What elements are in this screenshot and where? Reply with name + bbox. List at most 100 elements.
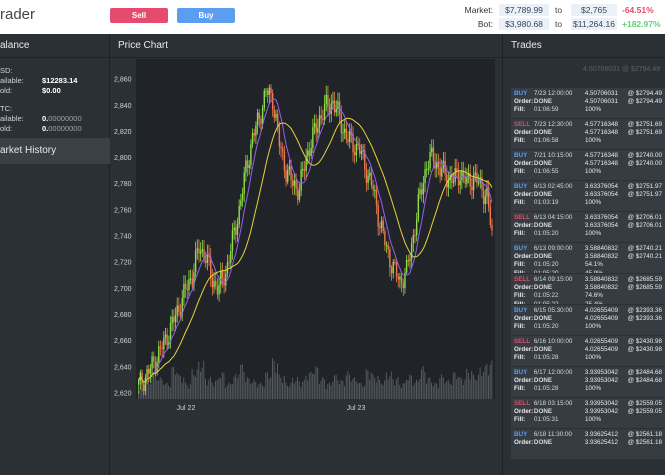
volume-bar (461, 378, 463, 399)
buy-button[interactable]: Buy (177, 8, 235, 23)
volume-bar (265, 372, 267, 399)
candle (456, 168, 458, 172)
order-status: DONE (533, 222, 553, 230)
volume-bar (146, 380, 148, 399)
trade-amount: 3.63376054 (584, 183, 619, 190)
volume-bar (424, 371, 426, 399)
candle (486, 187, 488, 197)
volume-bar (367, 371, 369, 399)
trade-card[interactable]: BUY 7/23 12:00:00 4.50706031 @ $2794.49 Orde… (511, 88, 665, 118)
volume-bar (395, 379, 397, 399)
order-status: DONE (533, 160, 553, 168)
volume-bar (215, 380, 217, 399)
candle (437, 162, 440, 167)
sell-button[interactable]: Sell (110, 8, 168, 23)
fill-label: Fill: (514, 230, 526, 238)
candle (447, 180, 450, 188)
trade-card[interactable]: BUY 6/17 12:00:00 3.93953042 @ $2484.68 Orde… (511, 367, 665, 397)
app-brand: rader (0, 6, 36, 23)
volume-bar (315, 366, 317, 399)
candle (268, 87, 271, 95)
candle (310, 148, 312, 156)
trade-card[interactable]: SELL 7/23 12:30:00 4.57716348 @ $2751.69 Ord… (511, 119, 665, 149)
trade-time: 6/18 11:30:00 (533, 431, 572, 438)
volume-bar (359, 383, 361, 399)
x-tick-label: Jul 22 (177, 405, 196, 412)
fill-time: 01:05:20 (534, 230, 559, 238)
volume-bar (283, 376, 285, 399)
trade-side: SELL (514, 214, 531, 221)
volume-bar (153, 371, 155, 399)
order-label: Order: (514, 129, 534, 137)
balance-panel: alance SD: ailable: $12283.14 old: $0.00 T… (0, 34, 110, 475)
candle (275, 114, 277, 118)
market-change-percent: -64.51% (622, 5, 654, 15)
volume-bar (246, 377, 248, 399)
volume-bar (332, 381, 334, 399)
candle (410, 243, 413, 260)
volume-bar (251, 382, 253, 399)
trades-list[interactable]: BUY 7/23 12:00:00 4.50706031 @ $2794.49 Orde… (503, 88, 665, 459)
trade-card[interactable]: SELL 6/14 09:15:00 3.58840832 @ $2685.59 Ord… (511, 274, 665, 304)
trade-card[interactable]: BUY 7/21 10:15:00 4.57716348 @ $2740.00 Orde… (511, 150, 665, 180)
trade-card[interactable]: BUY 6/13 09:00:00 3.58840832 @ $2740.21 Orde… (511, 243, 665, 273)
y-tick-label: 2,740 (114, 234, 132, 241)
volume-bar (163, 385, 165, 399)
candle (231, 230, 234, 252)
candle (359, 145, 361, 154)
candle (362, 150, 364, 152)
candle (328, 107, 331, 114)
candle (255, 125, 257, 136)
candle (300, 169, 302, 192)
fill-label: Fill: (514, 292, 526, 300)
btc-hold-value-int: 0. (42, 124, 49, 133)
volume-bar (231, 384, 233, 399)
fill-label: Fill: (514, 301, 534, 304)
volume-bar (422, 366, 424, 399)
candle (215, 280, 217, 287)
y-tick-label: 2,680 (114, 312, 132, 319)
order-label: Order: (514, 408, 534, 416)
trade-card[interactable]: BUY 6/15 05:30:00 4.02655409 @ $2393.36 Orde… (511, 305, 665, 335)
volume-bar (437, 388, 439, 399)
fill-label: Fill: (514, 354, 526, 362)
market-history-tab[interactable]: arket History (0, 138, 110, 164)
candle (273, 109, 276, 118)
fill-percent: 100% (585, 199, 602, 207)
volume-bar (225, 387, 227, 399)
volume-bar (233, 376, 235, 399)
volume-bar (354, 377, 356, 399)
candle (375, 189, 378, 206)
volume-bar (337, 380, 339, 399)
trade-card[interactable]: SELL 6/13 04:15:00 3.63376054 @ $2706.01 Ord… (511, 212, 665, 242)
trade-card[interactable]: SELL 6/16 10:00:00 4.02655409 @ $2430.98 Ord… (511, 336, 665, 366)
trade-card[interactable]: SELL 6/18 03:15:00 3.93953042 @ $2559.05 Ord… (511, 398, 665, 428)
candle (173, 316, 175, 323)
order-status: DONE (533, 191, 553, 199)
volume-bar (399, 385, 401, 399)
candle (313, 123, 316, 128)
candle (283, 151, 286, 171)
trade-card[interactable]: BUY 6/18 11:30:00 3.93625412 @ $2561.18 Orde… (511, 429, 665, 459)
candle (439, 166, 441, 177)
candle (213, 280, 215, 288)
volume-bar (248, 378, 250, 399)
candle (293, 180, 296, 186)
volume-bar (370, 372, 372, 399)
candle (176, 305, 178, 316)
candle (261, 107, 264, 125)
volume-bar (268, 378, 270, 399)
candle (225, 273, 227, 286)
price-chart[interactable]: 2,860 2,840 2,820 2,800 2,780 2,760 2,740 2,720… (110, 59, 502, 439)
volume-bar (278, 374, 280, 399)
candle (292, 180, 294, 186)
trade-card[interactable]: BUY 6/13 02:45:00 3.63376054 @ $2751.97 Orde… (511, 181, 665, 211)
candle (343, 128, 346, 133)
volume-bar (223, 372, 225, 399)
order-status: DONE (533, 253, 553, 261)
order-label: Order: (514, 160, 534, 168)
candle (436, 162, 438, 169)
trade-side: BUY (514, 431, 528, 438)
volume-bar (230, 384, 232, 399)
volume-bar (447, 379, 449, 399)
